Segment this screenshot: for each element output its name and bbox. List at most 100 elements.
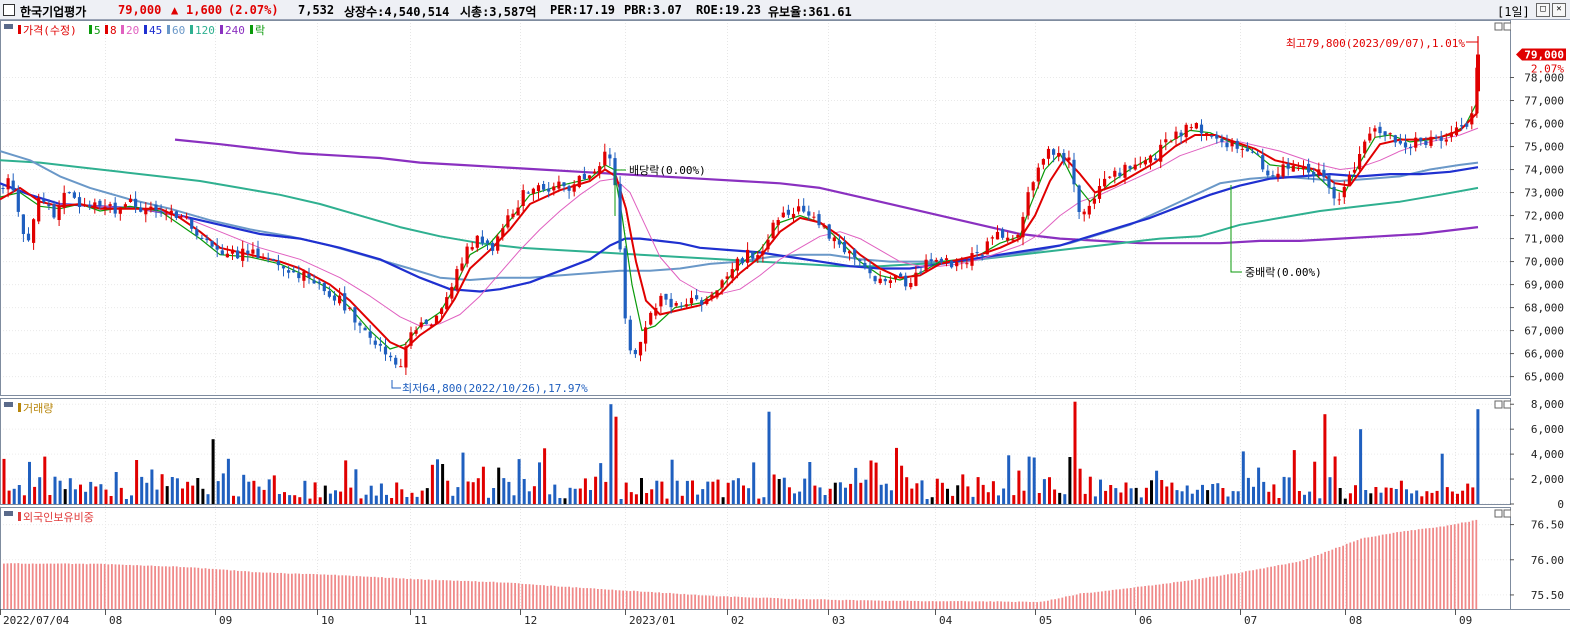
- volume-bar: [696, 494, 700, 504]
- ownership-bar: [582, 588, 585, 609]
- ownership-bar: [121, 564, 124, 609]
- candle-body: [52, 204, 56, 218]
- ownership-bar: [568, 586, 570, 609]
- candle-body: [858, 259, 862, 261]
- volume-bar: [849, 483, 853, 504]
- ownership-bar: [39, 563, 41, 609]
- close-icon[interactable]: ✕: [1552, 3, 1566, 17]
- ownership-bar: [1461, 522, 1463, 609]
- volume-bar: [640, 478, 643, 504]
- ownership-bar: [1349, 542, 1352, 609]
- volume-bar: [237, 496, 241, 504]
- ownership-bar: [604, 589, 606, 609]
- candle-body: [338, 295, 342, 304]
- candle-body: [1424, 140, 1428, 145]
- ownership-bar: [892, 600, 894, 609]
- candle-body: [220, 250, 224, 255]
- legend-label: 5: [94, 24, 101, 37]
- ownership-bar: [1471, 520, 1474, 609]
- ownership-bar: [928, 601, 930, 609]
- candle-body: [195, 229, 199, 236]
- x-tick-label: 11: [414, 614, 427, 627]
- volume-bar: [675, 480, 679, 504]
- volume-bar: [1180, 491, 1184, 504]
- ownership-bar: [730, 597, 732, 609]
- volume-bar: [1476, 409, 1480, 504]
- ownership-bar: [1335, 547, 1337, 609]
- candle-body: [1276, 173, 1280, 178]
- volume-bar: [487, 497, 490, 504]
- volume-bar: [288, 495, 292, 504]
- ownership-bar: [67, 563, 70, 609]
- candle-body: [1174, 131, 1178, 139]
- candle-body: [93, 202, 97, 209]
- ownership-bar: [625, 590, 628, 609]
- period-selector[interactable]: [1일]: [1497, 5, 1530, 19]
- candle-body: [67, 192, 71, 194]
- ownership-bar: [917, 601, 920, 609]
- volume-bar: [436, 459, 439, 504]
- volume-bar: [1384, 487, 1388, 504]
- candle-body: [654, 308, 658, 316]
- candle-body: [1449, 132, 1453, 137]
- ownership-bar: [859, 600, 862, 609]
- ownership-bar: [1065, 596, 1067, 609]
- ownership-bar: [406, 579, 408, 609]
- ownership-bar: [1104, 590, 1107, 609]
- ownership-bar: [1093, 592, 1096, 609]
- price-tick-label: 69,000: [1524, 279, 1564, 292]
- ownership-bar: [805, 599, 808, 609]
- volume-bar: [721, 497, 725, 504]
- maximize-icon[interactable]: □: [1536, 3, 1550, 17]
- ownership-bar: [1018, 601, 1020, 609]
- volume-bar: [89, 481, 93, 504]
- ownership-bar: [1039, 601, 1042, 609]
- volume-bar: [884, 483, 888, 504]
- candle-body: [904, 275, 908, 287]
- candle-body: [633, 350, 637, 355]
- ownership-bar: [705, 595, 707, 609]
- ownership-bar: [107, 564, 110, 609]
- ownership-bar: [874, 600, 876, 609]
- volume-bar: [99, 484, 103, 504]
- volume-bar: [522, 479, 526, 504]
- ownership-bar: [244, 571, 246, 609]
- volume-bar: [1262, 481, 1266, 504]
- volume-bar: [313, 482, 317, 504]
- volume-bar: [981, 484, 985, 504]
- ownership-bar: [899, 600, 902, 609]
- ownership-bar: [985, 601, 988, 609]
- volume-bar: [114, 472, 118, 504]
- ownership-bar: [402, 578, 405, 609]
- volume-bar: [1134, 487, 1138, 504]
- volume-bar: [1083, 493, 1087, 504]
- ownership-bar: [229, 570, 232, 609]
- candle-body: [1256, 153, 1260, 155]
- panel-restore-icon: [1494, 400, 1503, 409]
- volume-bar: [339, 491, 343, 504]
- volume-bar: [1445, 487, 1449, 504]
- candle-body: [1133, 164, 1137, 170]
- ownership-bar: [1036, 602, 1038, 609]
- candle-body: [1011, 239, 1015, 241]
- candle-body: [174, 211, 178, 218]
- volume-bar: [1466, 483, 1470, 504]
- ownership-bar: [1317, 555, 1319, 609]
- ownership-bar: [49, 563, 52, 609]
- volume-bar: [1114, 488, 1118, 504]
- float-ratio: 유보율:361.61: [768, 5, 852, 19]
- volume-bar: [196, 478, 200, 504]
- panel-menu-icon: [4, 402, 13, 407]
- low-annotation: 최저64,800(2022/10/26),17.97%: [402, 382, 588, 395]
- volume-bar: [1236, 491, 1240, 504]
- checkbox-icon[interactable]: [3, 4, 15, 16]
- candle-body: [756, 255, 760, 259]
- ownership-bar: [1129, 588, 1132, 609]
- candle-body: [934, 259, 938, 262]
- candle-body: [995, 231, 1000, 240]
- candle-body: [1429, 136, 1433, 146]
- volume-bar: [900, 465, 904, 504]
- volume-bar: [889, 490, 893, 504]
- volume-bar: [1333, 456, 1337, 504]
- candle-body: [715, 290, 719, 298]
